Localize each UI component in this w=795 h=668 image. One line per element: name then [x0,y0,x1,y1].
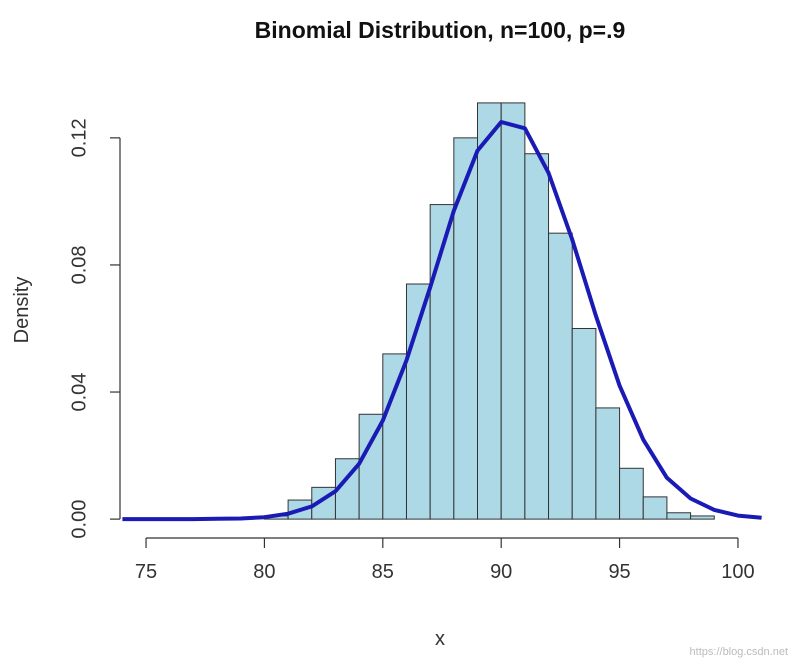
y-tick-label: 0.00 [68,500,90,539]
y-axis-label: Density [11,277,33,344]
bar [595,407,621,520]
chart-title: Binomial Distribution, n=100, p=.9 [255,17,626,43]
x-tick-label: 95 [608,561,630,583]
bar [500,102,526,520]
x-tick-label: 80 [253,561,275,583]
y-tick-label: 0.04 [68,373,90,412]
bar [453,137,479,520]
x-tick-label: 75 [135,561,157,583]
density-curve [122,120,762,522]
bar [666,512,692,520]
bar [477,102,502,520]
x-tick-label: 90 [490,561,512,583]
x-tick-label: 100 [721,561,754,583]
bar [382,353,407,520]
bar [524,153,550,520]
y-tick-label: 0.12 [68,118,90,157]
bar [690,515,715,520]
x-axis-label: x [435,628,445,650]
watermark: https://blog.csdn.net [690,646,788,658]
bar [642,496,668,520]
bar [619,467,644,520]
x-tick-label: 85 [372,561,394,583]
bar [571,327,597,520]
bar [548,232,573,520]
y-tick-label: 0.08 [68,245,90,284]
